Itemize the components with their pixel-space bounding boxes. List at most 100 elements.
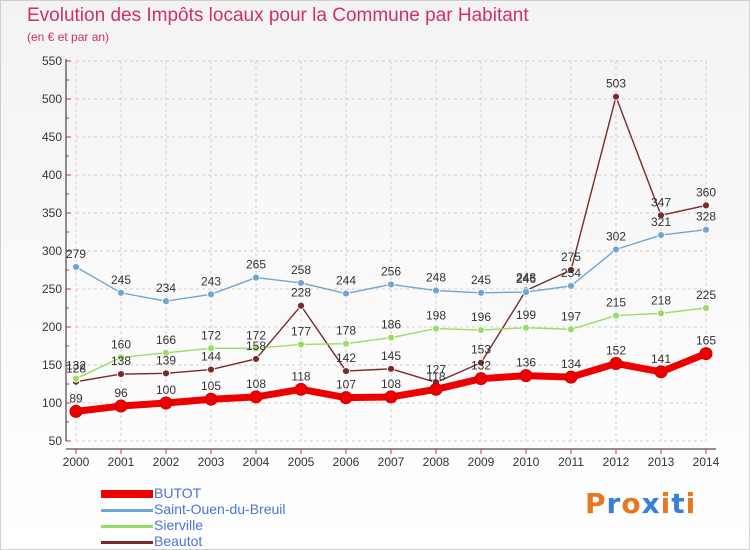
data-point bbox=[654, 365, 668, 379]
data-point bbox=[249, 390, 263, 404]
x-tick-label: 2011 bbox=[558, 455, 584, 469]
data-point bbox=[162, 348, 170, 357]
chart-title: Evolution des Impôts locaux pour la Comm… bbox=[27, 5, 529, 26]
data-point bbox=[207, 344, 215, 353]
data-point bbox=[159, 396, 173, 410]
x-tick-label: 2003 bbox=[198, 455, 225, 469]
logo-letter: x bbox=[641, 487, 661, 520]
logo-letter: P bbox=[585, 487, 607, 520]
data-point bbox=[699, 347, 713, 361]
data-point bbox=[567, 266, 575, 274]
data-point bbox=[294, 382, 308, 396]
chart-subtitle: (en € et par an) bbox=[27, 30, 110, 44]
data-label: 139 bbox=[156, 353, 176, 367]
data-point bbox=[657, 211, 665, 220]
data-point bbox=[342, 367, 350, 375]
data-label: 275 bbox=[561, 250, 581, 264]
x-tick-label: 2010 bbox=[513, 455, 540, 469]
data-label: 165 bbox=[696, 334, 716, 348]
logo-letter: o bbox=[621, 487, 642, 520]
y-tick-label: 400 bbox=[42, 168, 62, 182]
x-tick-label: 2001 bbox=[108, 455, 135, 469]
data-label: 254 bbox=[561, 266, 581, 280]
data-label: 142 bbox=[336, 351, 356, 365]
data-label: 258 bbox=[291, 263, 311, 277]
legend-swatch bbox=[101, 541, 153, 544]
logo-letter: t bbox=[671, 487, 686, 520]
data-label: 132 bbox=[66, 359, 86, 373]
data-point bbox=[207, 290, 215, 299]
data-label: 127 bbox=[426, 362, 446, 376]
data-label: 152 bbox=[606, 343, 626, 357]
data-label: 138 bbox=[111, 354, 131, 368]
x-tick-label: 2000 bbox=[63, 455, 90, 469]
data-point bbox=[387, 333, 395, 342]
data-label: 196 bbox=[471, 310, 491, 324]
data-label: 136 bbox=[516, 356, 536, 370]
data-label: 245 bbox=[471, 273, 491, 287]
data-label: 243 bbox=[201, 274, 221, 288]
data-label: 96 bbox=[114, 386, 128, 400]
x-tick-label: 2007 bbox=[378, 455, 405, 469]
legend-label: Saint-Ouen-du-Breuil bbox=[154, 501, 286, 517]
data-point bbox=[429, 382, 443, 396]
data-point bbox=[297, 301, 305, 310]
data-point bbox=[432, 324, 440, 333]
data-point bbox=[519, 369, 533, 383]
legend-swatch bbox=[101, 525, 153, 528]
data-point bbox=[252, 344, 260, 353]
data-label: 279 bbox=[66, 247, 86, 261]
data-label: 172 bbox=[201, 328, 221, 342]
data-label: 100 bbox=[156, 383, 176, 397]
data-label: 228 bbox=[291, 286, 311, 300]
data-point bbox=[522, 323, 530, 332]
data-label: 198 bbox=[426, 309, 446, 323]
logo-letter: i bbox=[660, 487, 672, 520]
data-point bbox=[702, 304, 710, 312]
y-tick-label: 450 bbox=[42, 130, 62, 144]
y-tick-label: 100 bbox=[42, 396, 62, 410]
x-tick-label: 2013 bbox=[648, 455, 675, 469]
data-label: 160 bbox=[111, 337, 131, 351]
data-label: 172 bbox=[246, 328, 266, 342]
data-label: 132 bbox=[471, 359, 491, 373]
x-tick-label: 2014 bbox=[693, 455, 720, 469]
legend-swatch bbox=[101, 509, 153, 512]
data-label: 302 bbox=[606, 229, 626, 243]
data-point bbox=[567, 282, 575, 290]
x-tick-label: 2002 bbox=[153, 455, 180, 469]
x-tick-label: 2006 bbox=[333, 455, 360, 469]
data-label: 144 bbox=[201, 350, 221, 364]
data-point bbox=[117, 370, 125, 379]
data-point bbox=[297, 340, 305, 349]
data-point bbox=[117, 288, 125, 297]
data-label: 128 bbox=[66, 362, 86, 376]
data-label: 107 bbox=[336, 378, 356, 392]
data-label: 256 bbox=[381, 264, 401, 278]
data-point bbox=[114, 399, 128, 413]
data-point bbox=[117, 353, 125, 362]
legend-label: BUTOT bbox=[154, 485, 202, 501]
data-label: 186 bbox=[381, 318, 401, 332]
data-point bbox=[342, 289, 350, 298]
data-label: 145 bbox=[381, 349, 401, 363]
data-label: 118 bbox=[291, 369, 310, 383]
y-tick-label: 350 bbox=[42, 206, 62, 220]
data-label: 248 bbox=[426, 271, 446, 285]
data-point bbox=[612, 92, 620, 101]
y-tick-label: 50 bbox=[49, 434, 63, 448]
data-point bbox=[657, 231, 665, 239]
data-point bbox=[252, 355, 260, 363]
data-point bbox=[612, 245, 620, 254]
data-point bbox=[564, 370, 578, 384]
data-label: 245 bbox=[111, 273, 131, 287]
data-point bbox=[477, 326, 485, 334]
data-point bbox=[72, 374, 80, 383]
proxiti-logo: Proxiti bbox=[585, 487, 696, 520]
data-label: 141 bbox=[651, 352, 671, 366]
data-label: 158 bbox=[246, 339, 266, 353]
data-label: 225 bbox=[696, 288, 716, 302]
data-label: 328 bbox=[696, 210, 716, 224]
